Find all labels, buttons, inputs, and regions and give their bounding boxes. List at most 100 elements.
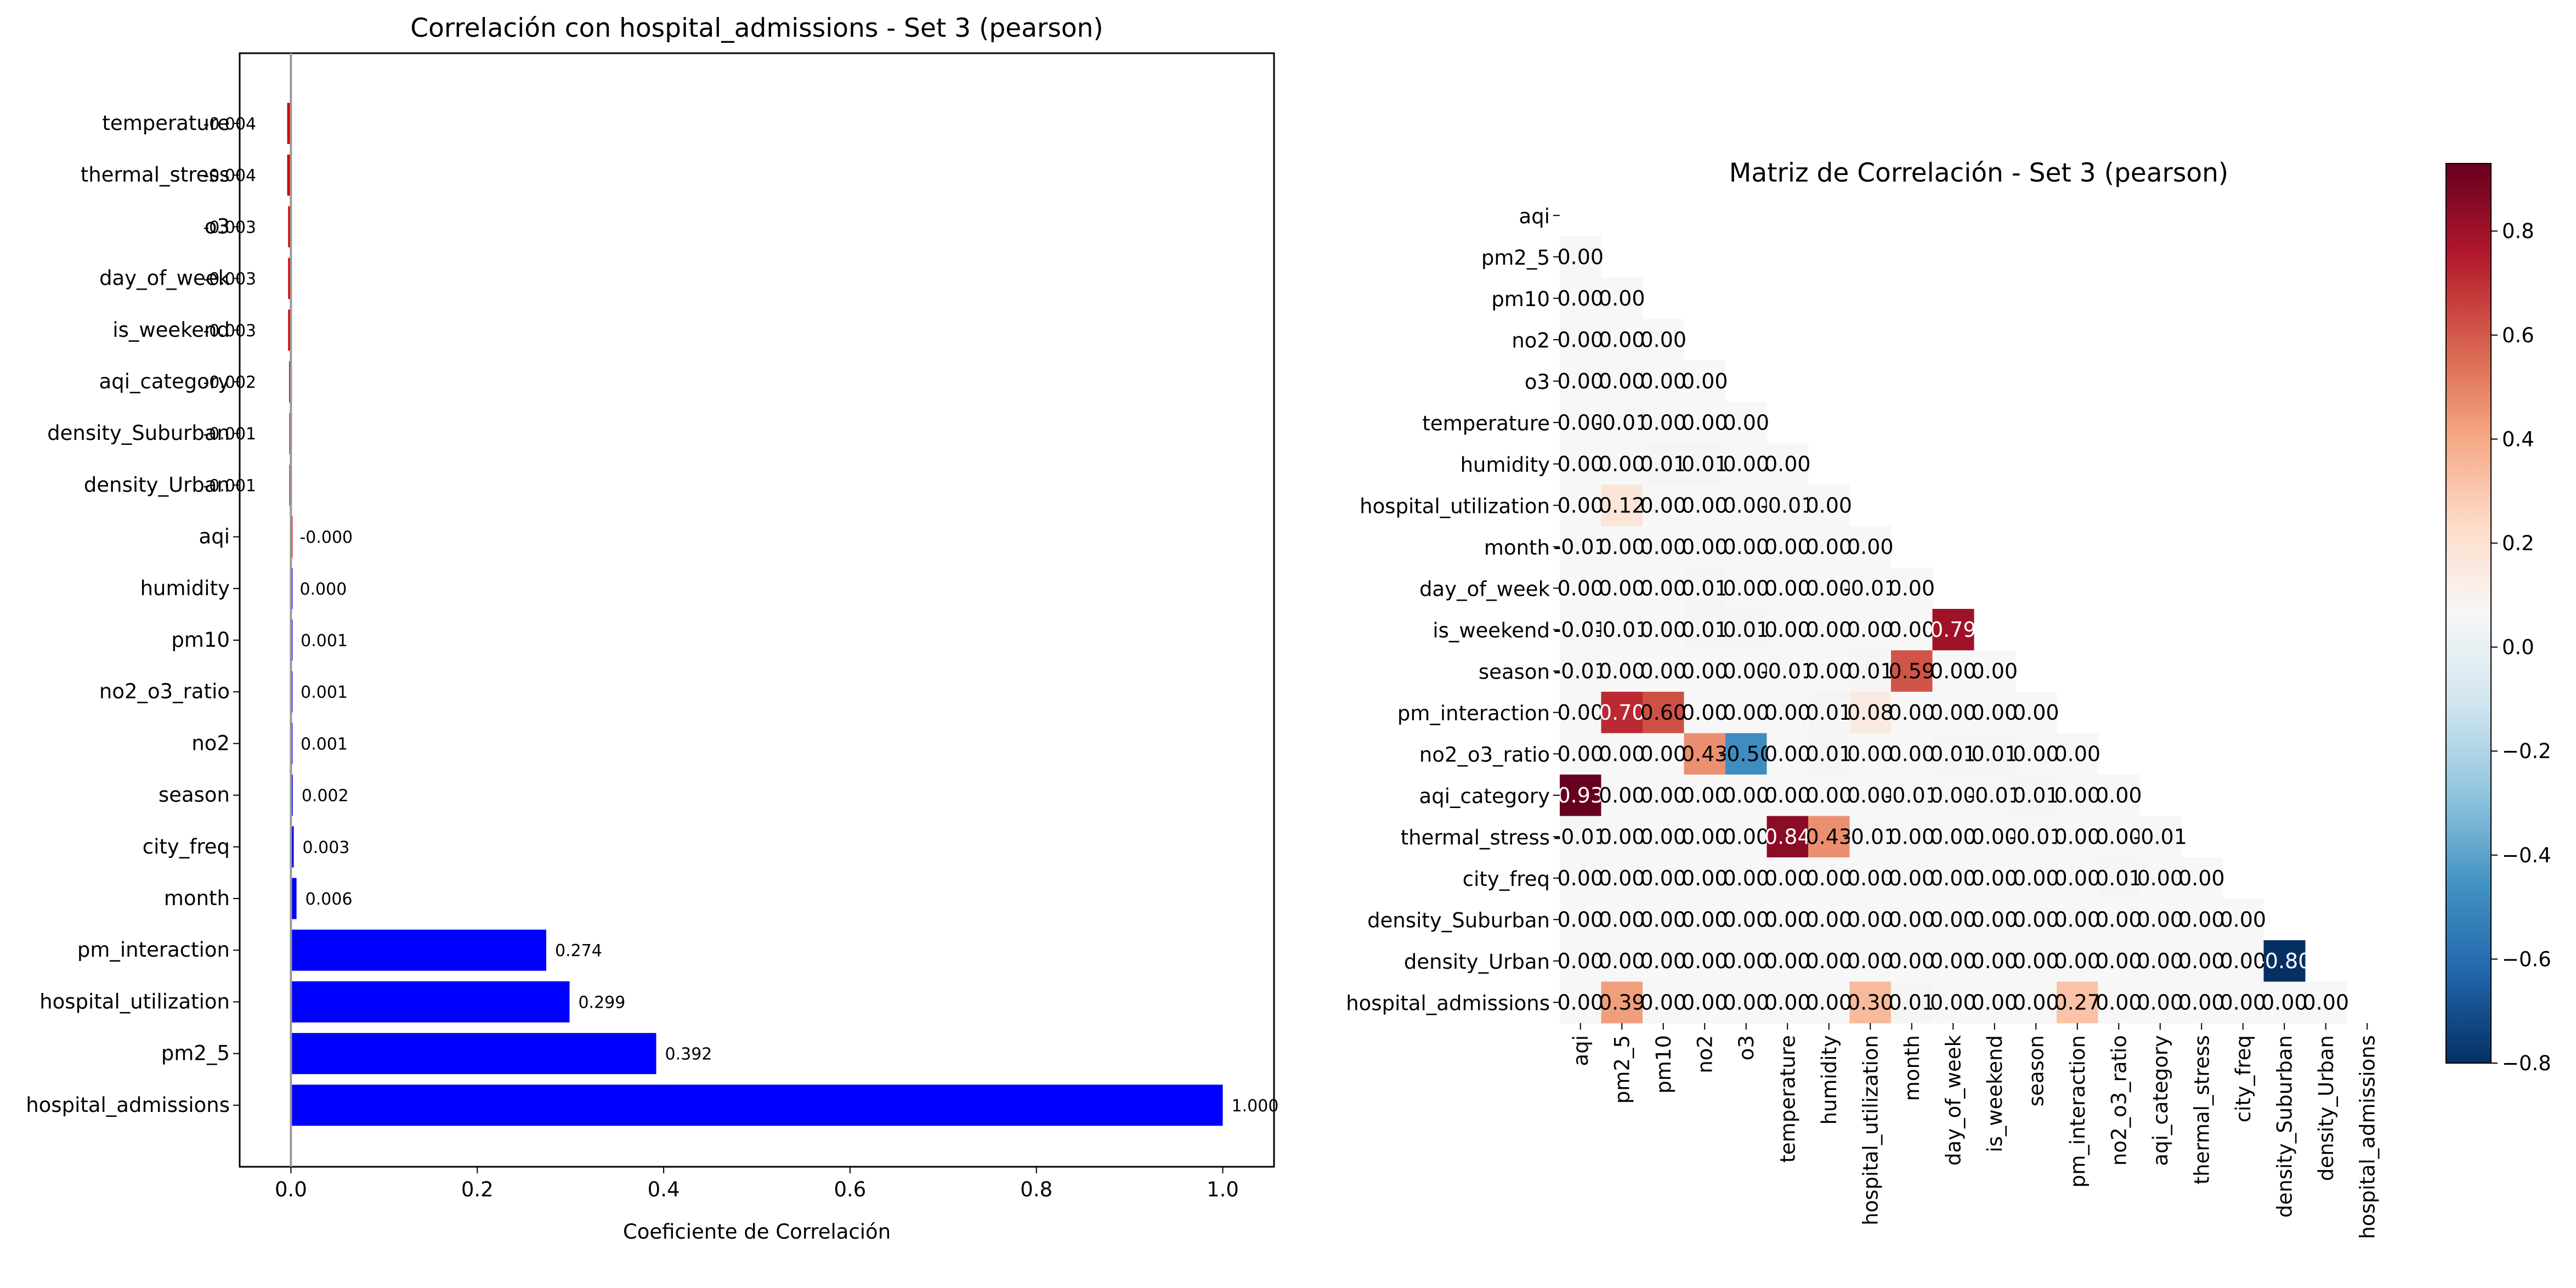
heatmap-cell-label: 0.00 xyxy=(2054,866,2101,890)
heatmap-cell xyxy=(1684,775,1726,816)
heatmap-row-labels: aqi pm2_5 pm10 no2 o3 temperature humidity hosp… xyxy=(1346,205,1560,1015)
heatmap-cell xyxy=(1974,940,2015,982)
heatmap-cell xyxy=(1560,609,1601,651)
heatmap-column-label: no2 xyxy=(1693,1035,1717,1074)
heatmap-cell xyxy=(1725,981,1767,1024)
heatmap-cell-label: 0.00 xyxy=(2096,990,2142,1014)
bar-value-label: -0.003 xyxy=(203,218,256,237)
heatmap-cell xyxy=(1684,567,1726,609)
heatmap-cell-label: 0.00 xyxy=(1682,907,1728,931)
heatmap-cell-label: 0.00 xyxy=(2220,990,2266,1014)
bar-category-label: pm10 xyxy=(171,628,230,652)
colorbar-tick-label: −0.2 xyxy=(2502,739,2551,763)
heatmap-cell-label: 0.00 xyxy=(1723,949,1769,973)
heatmap-cell xyxy=(1560,402,1601,444)
heatmap-column-label: o3 xyxy=(1735,1035,1758,1060)
heatmap-cell-label: 0.00 xyxy=(1930,949,1977,973)
heatmap-cell-label: 0.01 xyxy=(1930,742,1977,766)
heatmap-cell xyxy=(1643,733,1684,775)
heatmap-cell-label: 0.00 xyxy=(1682,701,1728,725)
heatmap-cell-label: 0.00 xyxy=(1930,701,1977,725)
heatmap-cell-label: 0.43 xyxy=(1682,742,1728,766)
heatmap-cell xyxy=(2098,857,2140,899)
heatmap-cell-label: 0.93 xyxy=(1557,783,1604,807)
heatmap-cell xyxy=(1643,360,1684,402)
heatmap-cell xyxy=(2305,981,2347,1024)
heatmap-cell-label: 0.00 xyxy=(1847,949,1894,973)
x-tick-label: 0.6 xyxy=(834,1178,866,1201)
heatmap-cell-label: 0.00 xyxy=(1971,907,2018,931)
heatmap-cell-label: 0.00 xyxy=(1640,618,1686,642)
heatmap-cell xyxy=(1849,526,1892,568)
heatmap-cell xyxy=(1560,733,1601,775)
heatmap-cell-label: 0.00 xyxy=(1723,824,1769,849)
heatmap-cell-label: 0.00 xyxy=(1640,990,1686,1014)
heatmap-cell-label: 0.00 xyxy=(1557,452,1604,476)
heatmap-cell xyxy=(1560,319,1601,361)
heatmap-cell-label: 0.01 xyxy=(1847,659,1894,683)
heatmap-cell xyxy=(1891,857,1933,899)
bar-value-label: 1.000 xyxy=(1232,1097,1279,1116)
heatmap-cell-label: 0.00 xyxy=(1847,783,1894,807)
bar-value-label: 0.002 xyxy=(302,787,349,806)
heatmap-cell-label: 0.00 xyxy=(1764,866,1811,890)
heatmap-cell xyxy=(1974,775,2015,816)
heatmap-cell-label: 0.01 xyxy=(1971,742,2018,766)
heatmap-cell xyxy=(1560,484,1601,527)
heatmap-cell xyxy=(1974,733,2015,775)
heatmap-cell-label: 0.39 xyxy=(1599,990,1645,1014)
heatmap-cell xyxy=(1891,816,1933,858)
heatmap-cell xyxy=(1767,899,1809,941)
heatmap-row-label: aqi_category xyxy=(1419,784,1550,808)
heatmap-cell-label: 0.00 xyxy=(1805,949,1852,973)
heatmap-cell-label: -0.01 xyxy=(1760,659,1814,683)
heatmap-cell xyxy=(1601,443,1643,485)
heatmap-cell-label: 0.12 xyxy=(1599,493,1645,517)
x-tick-label: 0.0 xyxy=(275,1178,307,1201)
heatmap-cell-label: 0.01 xyxy=(1682,576,1728,600)
bar xyxy=(291,1084,1223,1126)
heatmap-cell xyxy=(1684,443,1726,485)
heatmap-cell xyxy=(2015,981,2057,1024)
heatmap-cell-label: 0.00 xyxy=(1888,949,1935,973)
heatmap-cell-label: 0.00 xyxy=(1971,949,2018,973)
heatmap-cell xyxy=(1684,609,1726,651)
heatmap-cell-label: 0.00 xyxy=(1888,866,1935,890)
heatmap-cell xyxy=(1932,899,1974,941)
heatmap-cell-label: 0.00 xyxy=(1723,493,1769,517)
heatmap-cell xyxy=(1725,650,1767,692)
heatmap-cell xyxy=(1560,940,1601,982)
colorbar-tick-label: 0.2 xyxy=(2502,532,2534,555)
heatmap-cell-label: 0.00 xyxy=(1682,410,1728,434)
heatmap-cell-label: 0.00 xyxy=(1640,949,1686,973)
heatmap-cell xyxy=(1891,567,1933,609)
heatmap-cell xyxy=(1849,733,1892,775)
heatmap-cell xyxy=(1932,981,1974,1024)
bar xyxy=(288,258,291,300)
heatmap-cell xyxy=(1643,775,1684,816)
heatmap-cell-label: 0.00 xyxy=(2137,907,2183,931)
heatmap-cell xyxy=(2057,940,2098,982)
heatmap-cell-label: 0.00 xyxy=(1764,990,1811,1014)
heatmap-row-label: month xyxy=(1484,536,1550,560)
heatmap-cell-label: -0.01 xyxy=(1595,618,1649,642)
heatmap-cell xyxy=(1974,981,2015,1024)
heatmap-cell-label: 0.00 xyxy=(2096,907,2142,931)
heatmap-cell-label: 0.00 xyxy=(2054,742,2101,766)
heatmap-cell-label: 0.00 xyxy=(1557,369,1604,393)
bar xyxy=(287,103,291,144)
heatmap-cell xyxy=(1725,484,1767,527)
heatmap-cell xyxy=(1725,899,1767,941)
heatmap-cell-label: 0.00 xyxy=(2013,907,2059,931)
bar-x-axis-label: Coeficiente de Correlación xyxy=(623,1220,891,1244)
heatmap-cell xyxy=(2015,899,2057,941)
bar-value-label: -0.001 xyxy=(203,476,256,495)
heatmap-cell xyxy=(1601,567,1643,609)
heatmap-cell xyxy=(1643,484,1684,527)
heatmap-cell xyxy=(1643,650,1684,692)
bar xyxy=(291,826,294,868)
heatmap-cell xyxy=(1932,733,1974,775)
bar xyxy=(288,206,291,247)
heatmap-cell xyxy=(1849,816,1892,858)
x-tick-label: 0.2 xyxy=(461,1178,494,1201)
